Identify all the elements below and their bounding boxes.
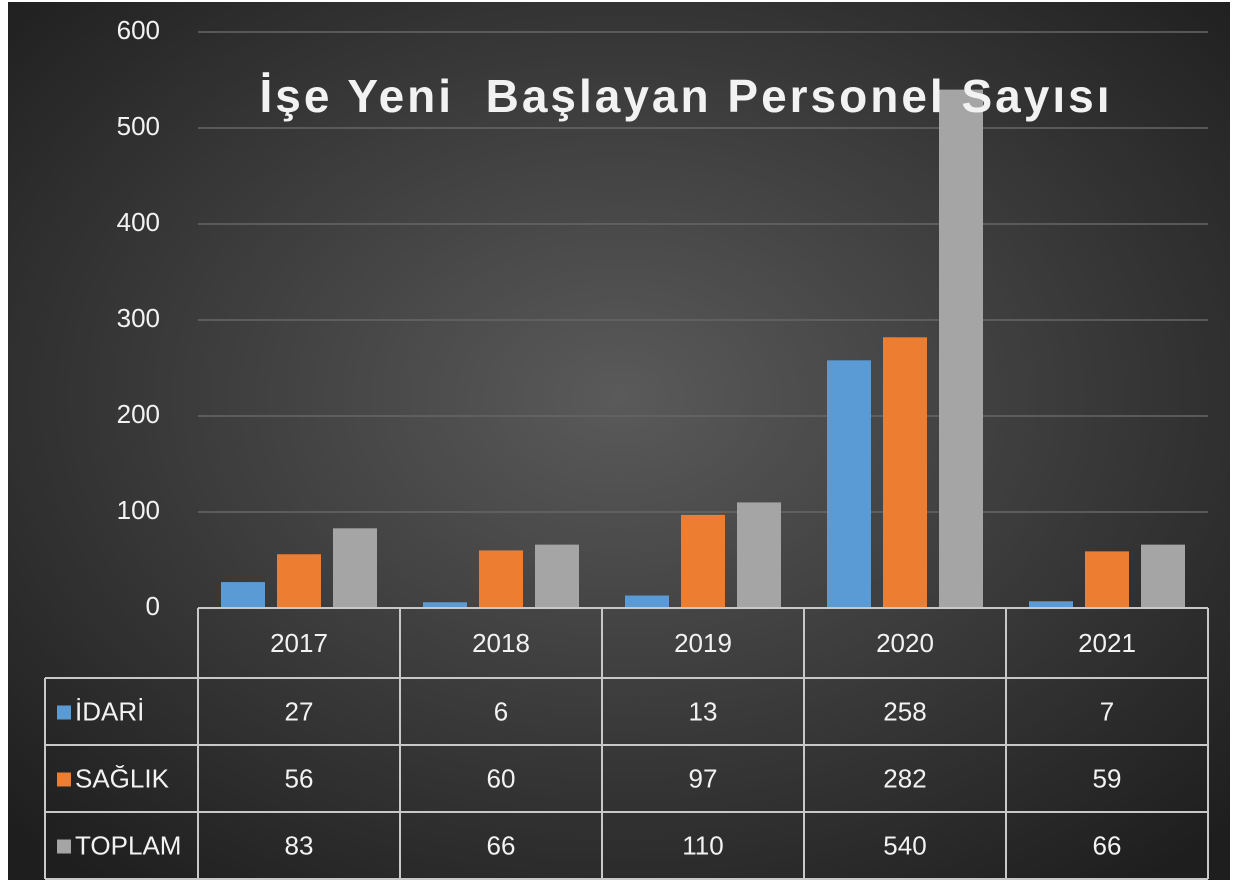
y-tick-label: 400 (117, 207, 160, 237)
table-value: 7 (1100, 696, 1114, 726)
background (8, 2, 1230, 880)
bar (535, 544, 579, 608)
legend-key (57, 705, 71, 720)
legend-key (57, 772, 71, 787)
bar (221, 582, 265, 608)
chart-title: İşe Yeni Başlayan Personel Sayısı (260, 70, 1113, 122)
x-tick-label: 2018 (472, 628, 530, 658)
y-tick-label: 600 (117, 15, 160, 45)
legend-label: SAĞLIK (75, 763, 170, 793)
y-tick-label: 200 (117, 399, 160, 429)
legend-label: TOPLAM (75, 830, 181, 860)
bar (1085, 551, 1129, 608)
x-tick-label: 2020 (876, 628, 934, 658)
bar (883, 337, 927, 608)
y-tick-label: 300 (117, 303, 160, 333)
x-tick-label: 2019 (674, 628, 732, 658)
table-value: 27 (285, 696, 314, 726)
y-tick-label: 500 (117, 111, 160, 141)
bar (827, 360, 871, 608)
table-value: 66 (487, 830, 516, 860)
x-tick-label: 2017 (270, 628, 328, 658)
table-value: 540 (883, 830, 926, 860)
bar (333, 528, 377, 608)
bar (277, 554, 321, 608)
bar (1141, 544, 1185, 608)
bar (939, 89, 983, 609)
y-tick-label: 100 (117, 495, 160, 525)
bar (737, 502, 781, 608)
table-value: 282 (883, 763, 926, 793)
legend-label: İDARİ (75, 696, 144, 726)
table-value: 83 (285, 830, 314, 860)
table-value: 60 (487, 763, 516, 793)
x-tick-label: 2021 (1078, 628, 1136, 658)
table-value: 56 (285, 763, 314, 793)
bar (625, 595, 669, 608)
bar (681, 514, 725, 608)
table-value: 258 (883, 696, 926, 726)
legend-key (57, 839, 71, 854)
bar (423, 602, 467, 608)
bar (479, 550, 523, 608)
table-value: 59 (1093, 763, 1122, 793)
table-value: 97 (689, 763, 718, 793)
table-value: 110 (682, 830, 723, 860)
table-value: 13 (689, 696, 718, 726)
table-value: 66 (1093, 830, 1122, 860)
bar (1029, 601, 1073, 608)
table-value: 6 (494, 696, 508, 726)
y-tick-label: 0 (146, 591, 160, 621)
